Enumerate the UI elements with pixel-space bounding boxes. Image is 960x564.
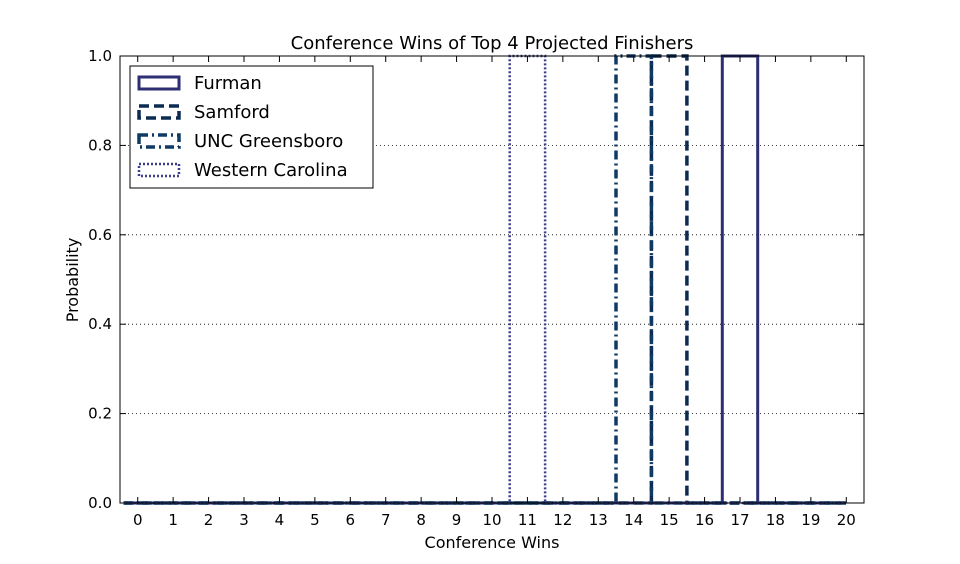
chart-title: Conference Wins of Top 4 Projected Finis… [291, 33, 694, 54]
x-tick-label: 11 [518, 511, 537, 529]
x-tick-label: 9 [452, 511, 462, 529]
x-tick-label: 14 [624, 511, 643, 529]
y-tick-label: 0.4 [88, 315, 112, 333]
legend-label: Furman [194, 73, 262, 94]
legend-swatch [137, 75, 181, 91]
x-tick-label: 7 [381, 511, 391, 529]
legend: Furman Samford UNC Greensboro Western Carol… [129, 65, 374, 189]
x-tick-label: 4 [275, 511, 285, 529]
legend-label: UNC Greensboro [194, 131, 343, 152]
x-tick-label: 3 [239, 511, 249, 529]
x-tick-label: 15 [660, 511, 679, 529]
y-tick-label: 0.8 [88, 136, 112, 154]
x-tick-label: 0 [133, 511, 143, 529]
legend-label: Samford [194, 102, 270, 123]
x-tick-label: 16 [695, 511, 714, 529]
axis-ticks: 0.00.20.40.60.81.00 1 2 3 4 5 6 7 8 9 10 11 12 13 14 15… [88, 47, 864, 529]
x-tick-label: 20 [837, 511, 856, 529]
x-tick-label: 19 [801, 511, 820, 529]
x-tick-label: 10 [482, 511, 501, 529]
y-axis-label: Probability [63, 238, 82, 323]
x-tick-label: 6 [346, 511, 356, 529]
legend-swatch [137, 133, 181, 149]
x-tick-label: 5 [310, 511, 320, 529]
y-tick-label: 0.0 [88, 494, 112, 512]
y-tick-label: 0.6 [88, 226, 112, 244]
x-tick-label: 17 [730, 511, 749, 529]
x-tick-label: 18 [766, 511, 785, 529]
x-tick-label: 8 [416, 511, 426, 529]
legend-swatch [137, 162, 181, 178]
legend-label: Western Carolina [194, 160, 348, 181]
x-tick-label: 1 [168, 511, 178, 529]
y-tick-label: 0.2 [88, 405, 112, 423]
x-axis-label: Conference Wins [425, 533, 560, 552]
x-tick-label: 2 [204, 511, 214, 529]
legend-frame [129, 65, 374, 189]
x-tick-label: 13 [589, 511, 608, 529]
x-tick-label: 12 [553, 511, 572, 529]
legend-swatch [137, 104, 181, 120]
y-tick-label: 1.0 [88, 47, 112, 65]
